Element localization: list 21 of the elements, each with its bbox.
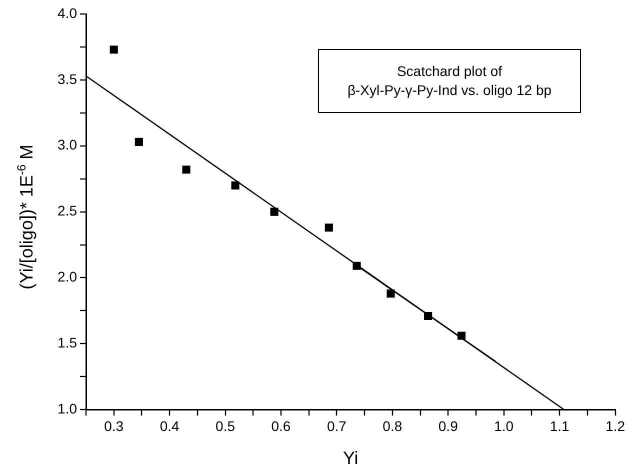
x-tick-label: 1.2 xyxy=(606,418,626,434)
x-tick-label: 0.5 xyxy=(216,418,236,434)
annotation: Scatchard plot of xyxy=(396,62,502,81)
y-tick-label: 1.5 xyxy=(58,334,78,351)
y-tick-label: 1.0 xyxy=(58,400,78,416)
text-box: Scatchard plot of β-Xyl-Py-γ-Py-Ind vs. oligo 12 bp xyxy=(318,49,581,113)
x-tick-label: 0.8 xyxy=(382,418,402,434)
x-tick-label: 0.6 xyxy=(271,418,291,434)
x-tick-label: 1.0 xyxy=(494,418,514,434)
y-tick-label: 4.0 xyxy=(58,4,78,21)
y-tick-label: 3.0 xyxy=(58,136,78,153)
x-tick-label: 0.9 xyxy=(438,418,458,434)
y-tick-label: 3.5 xyxy=(58,70,78,87)
x-tick-label: 0.4 xyxy=(160,418,180,434)
y-tick-label: 2.5 xyxy=(58,202,78,219)
x-tick-label: 0.7 xyxy=(326,418,347,434)
x-tick-label: 0.3 xyxy=(104,418,124,434)
x-axis-title: Yi xyxy=(342,448,358,468)
annotation: β-Xyl-Py-γ-Py-Ind vs. oligo 12 bp xyxy=(347,81,552,100)
y-tick-label: 2.0 xyxy=(58,268,78,285)
x-tick-label: 1.1 xyxy=(550,418,570,434)
